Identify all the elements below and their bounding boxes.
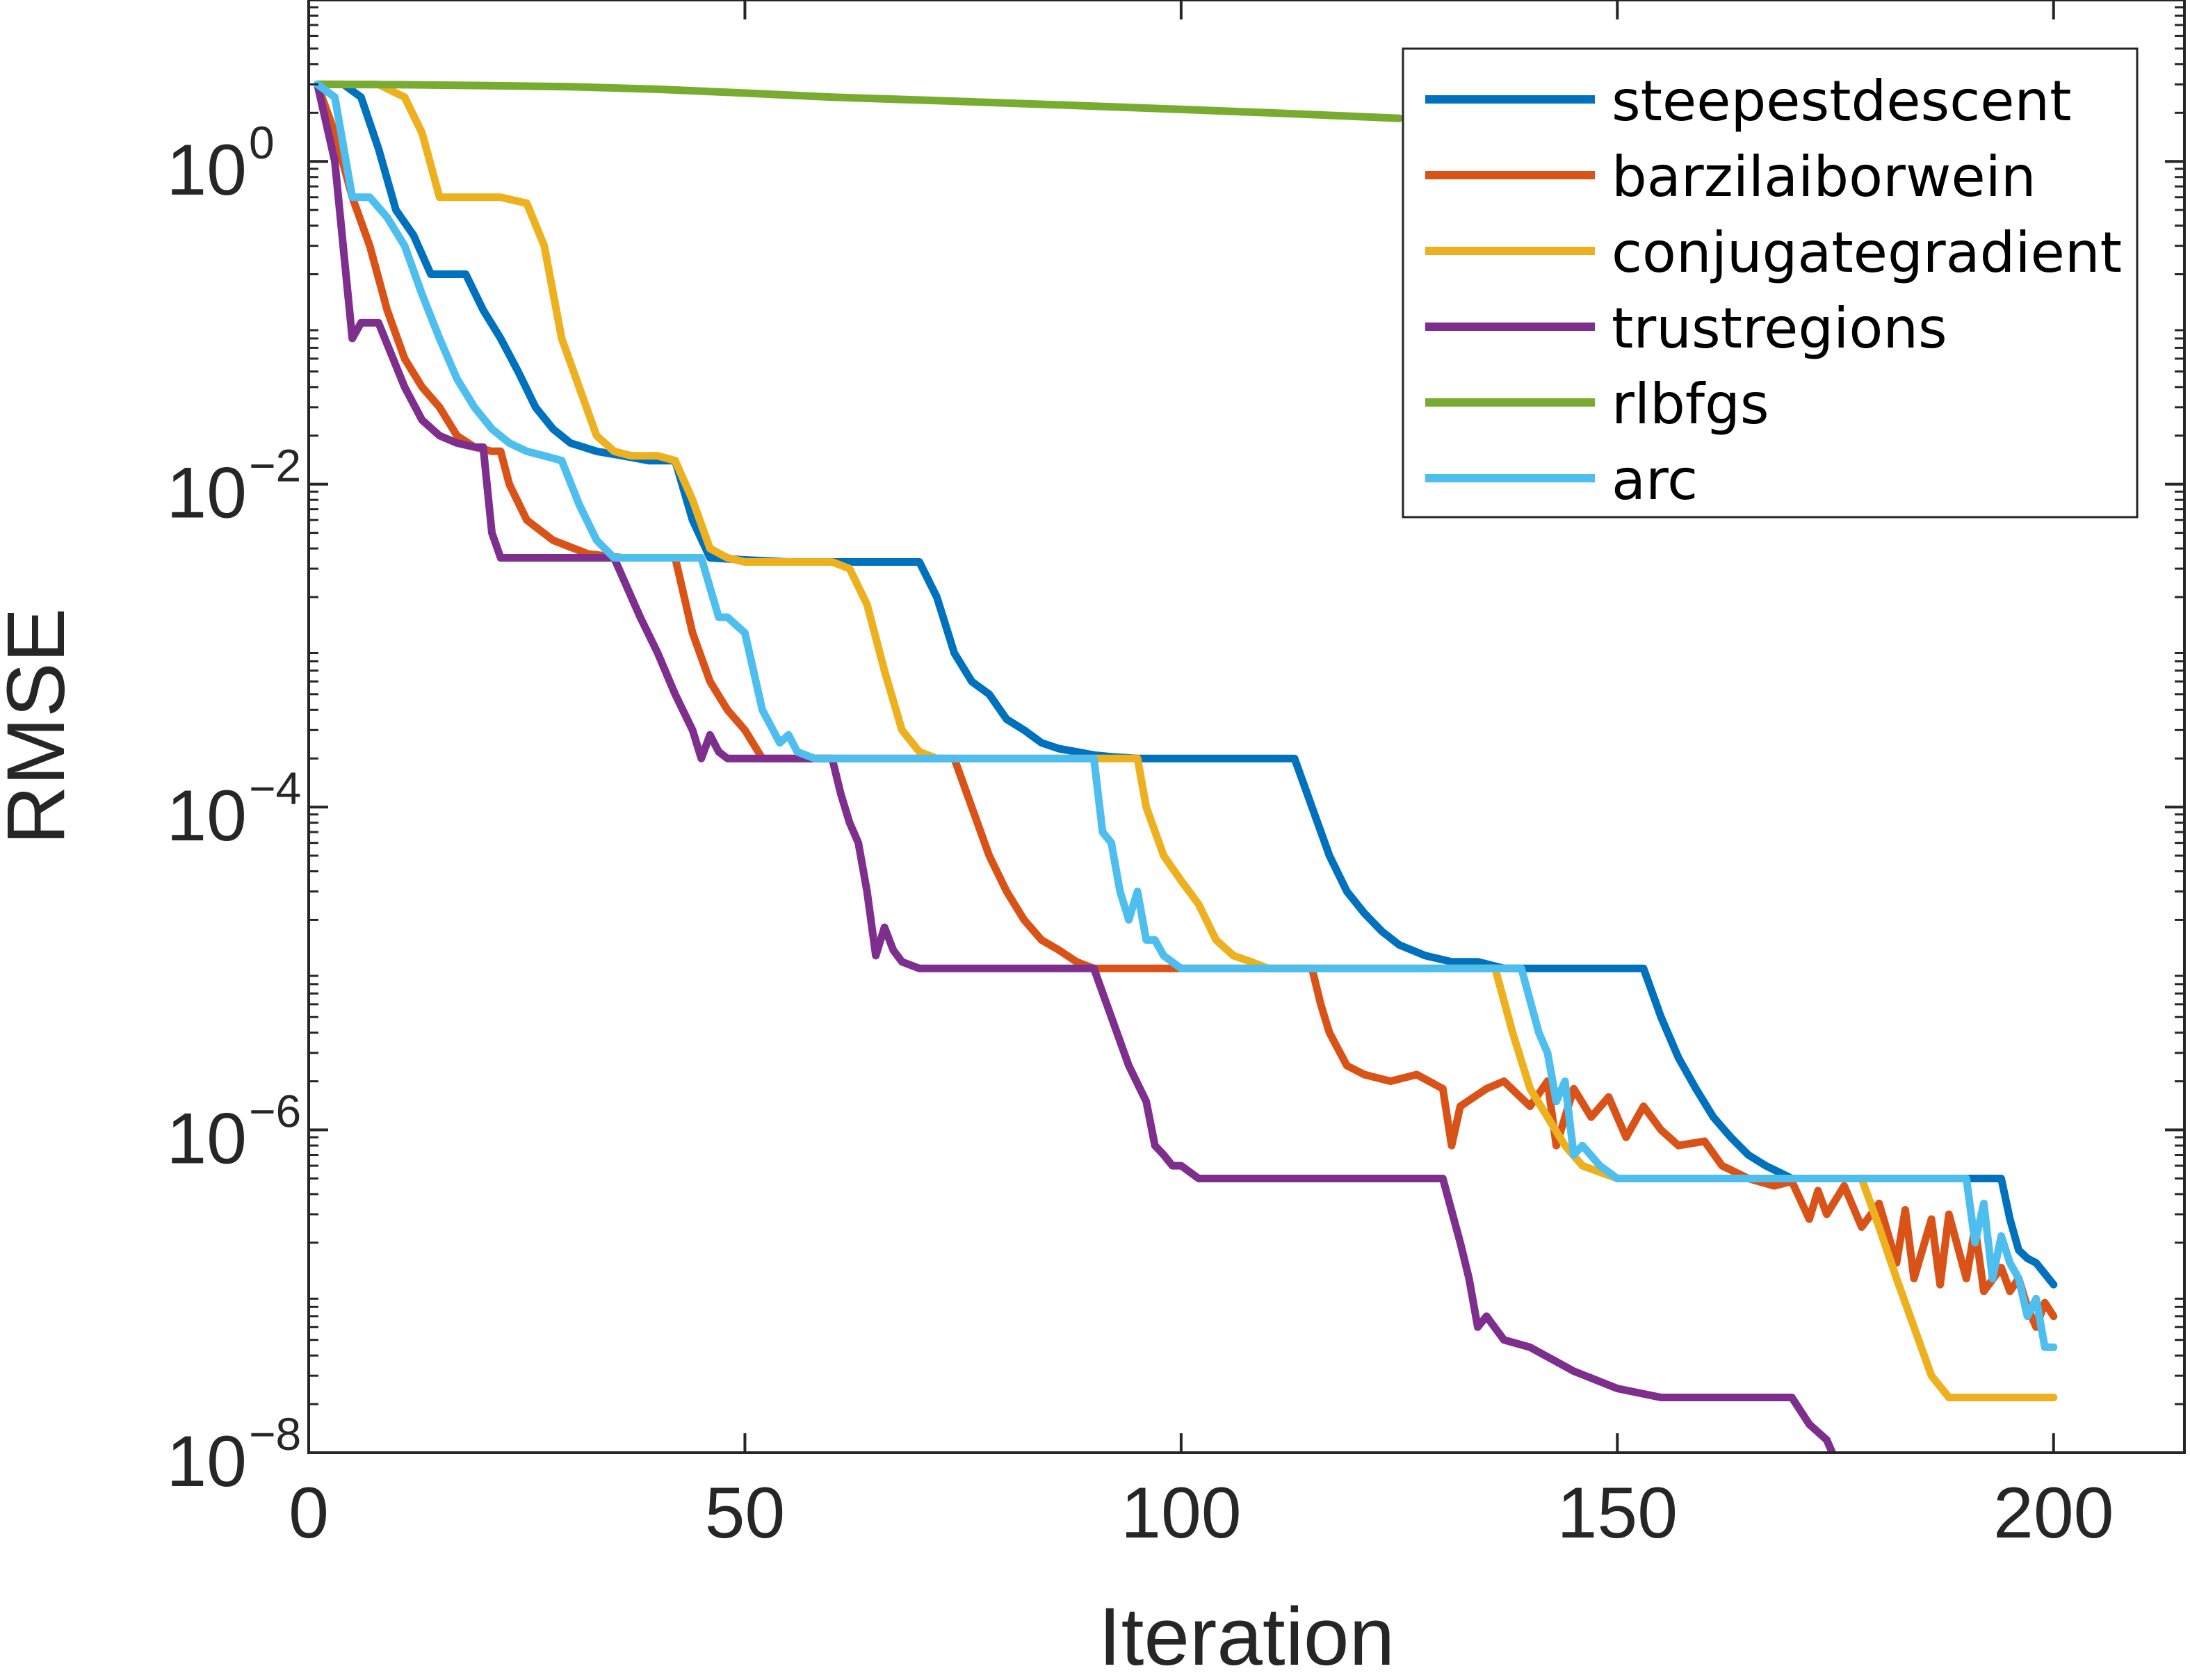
y-tick-exponent: −8 (249, 1408, 301, 1460)
legend-label-conjugategradient: conjugategradient (1612, 220, 2122, 285)
y-axis-label: RMSE (0, 608, 82, 845)
x-tick-label: 50 (705, 1473, 786, 1553)
series-line-arc (314, 80, 2058, 1351)
plot-frame (307, 0, 2186, 1454)
y-tick-label: 10 (166, 1099, 247, 1180)
axes-layer (307, 0, 2186, 1454)
x-tick-label: 0 (289, 1473, 329, 1553)
x-tick-label: 200 (1993, 1473, 2114, 1553)
y-tick-exponent: −6 (249, 1086, 301, 1137)
legend-label-arc: arc (1612, 448, 1698, 512)
y-tick-label: 10 (166, 776, 247, 856)
legend: steepestdescent barzilaiborwein conjugateg… (1402, 47, 2139, 519)
x-tick-label: 150 (1557, 1473, 1678, 1553)
labels-layer: Iteration RMSE (0, 608, 1395, 1680)
x-axis-label: Iteration (1098, 1591, 1395, 1680)
legend-label-trustregions: trustregions (1612, 296, 1947, 361)
series-line-barzilaiborwein (314, 80, 2058, 1331)
y-tick-exponent: 0 (249, 117, 275, 168)
legend-label-barzilaiborwein: barzilaiborwein (1612, 145, 2036, 209)
y-tick-label: 10 (166, 130, 247, 211)
series-line-rlbfgs (314, 80, 1404, 122)
y-tick-exponent: −2 (249, 440, 301, 491)
y-tick-label: 10 (166, 1421, 247, 1502)
legend-label-steepestdescent: steepestdescent (1612, 69, 2071, 133)
series-layer (314, 80, 2058, 1453)
series-line-trustregions (314, 80, 1837, 1453)
x-tick-label: 100 (1121, 1473, 1242, 1553)
legend-box (1402, 47, 2139, 519)
y-tick-label: 10 (166, 453, 247, 534)
y-tick-exponent: −4 (249, 762, 301, 814)
legend-label-rlbfgs: rlbfgs (1612, 372, 1769, 437)
